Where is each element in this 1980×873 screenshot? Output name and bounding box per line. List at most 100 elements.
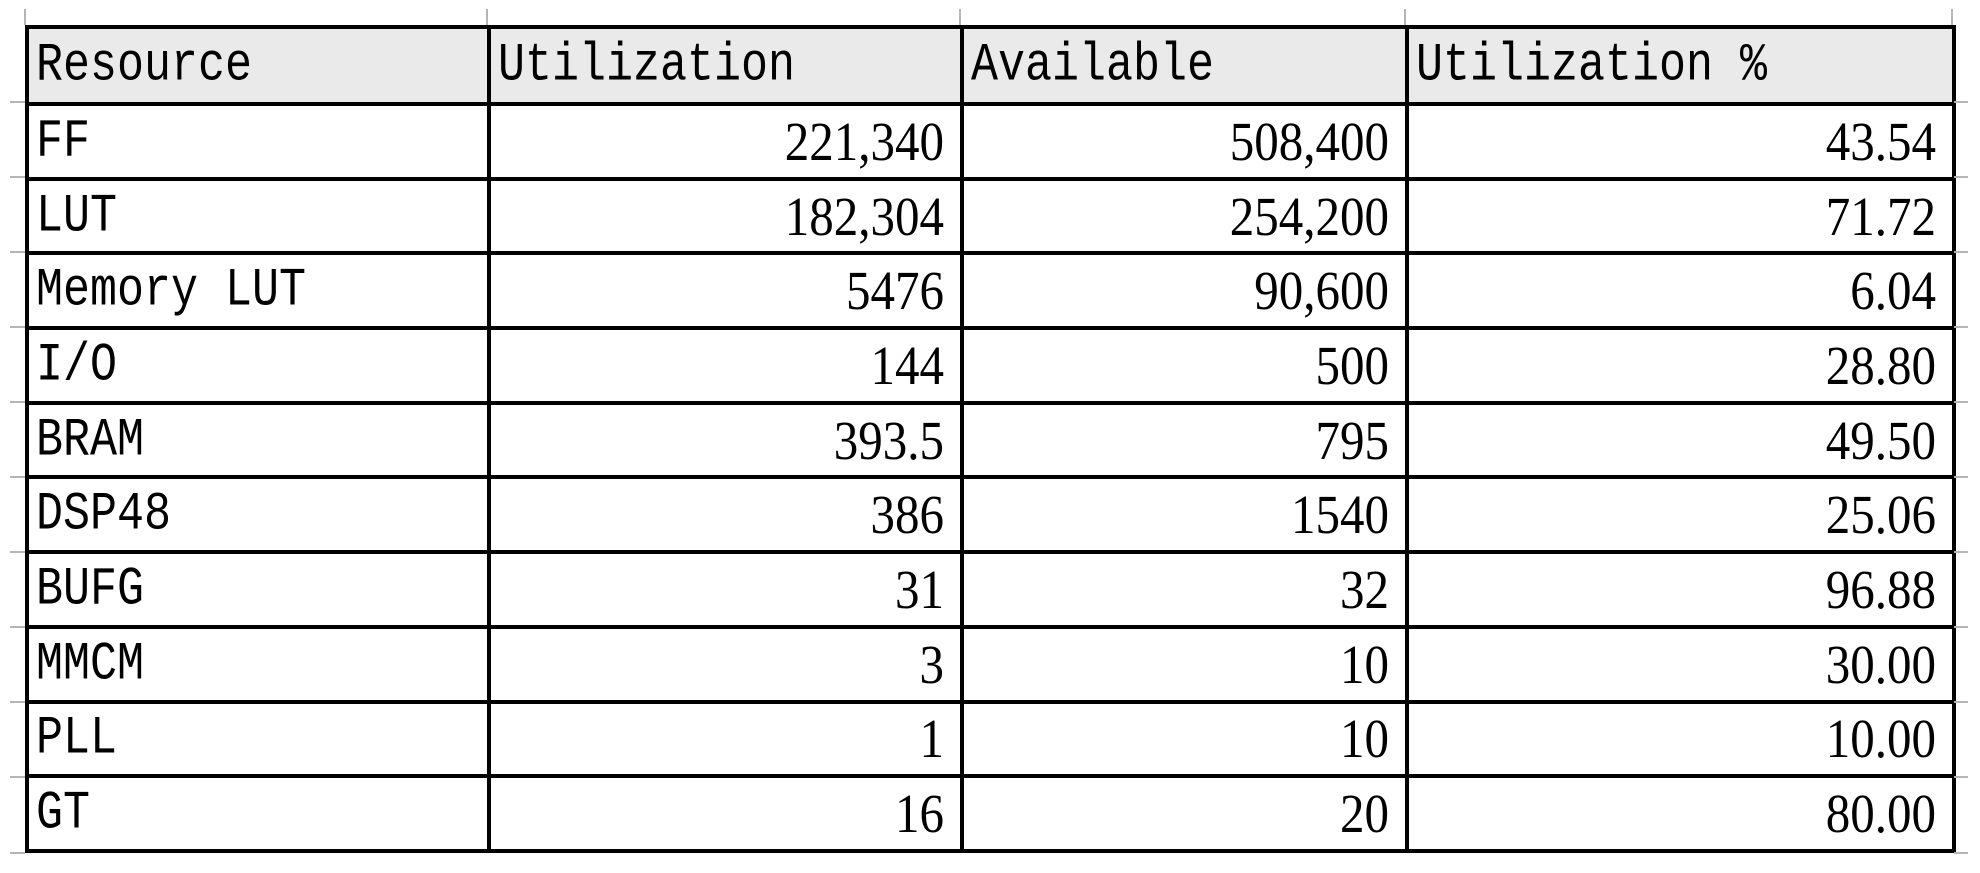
cell-utilization-pct: 30.00	[1405, 624, 1956, 704]
cell-utilization: 1	[487, 699, 964, 779]
cell-text: 30.00	[1825, 633, 1936, 695]
gridline-stub	[1404, 9, 1406, 25]
cell-resource: MMCM	[25, 624, 491, 704]
cell-available: 795	[960, 400, 1409, 480]
column-header-label: Resource	[36, 34, 253, 97]
gridline-stub	[1954, 176, 1968, 178]
cell-text: 28.80	[1825, 334, 1936, 397]
gridline-stub	[486, 9, 488, 25]
cell-text: 508,400	[1229, 110, 1389, 173]
resource-utilization-table: Resource Utilization Available Utilizati…	[25, 25, 1956, 853]
cell-text: 10.00	[1825, 708, 1936, 770]
cell-utilization: 386	[487, 475, 964, 555]
cell-text: I/O	[36, 334, 118, 397]
cell-resource: BRAM	[25, 400, 491, 480]
cell-text: LUT	[36, 185, 118, 247]
gridline-stub	[1954, 776, 1968, 778]
cell-text: 16	[895, 782, 944, 845]
gridline-stub	[10, 701, 25, 703]
cell-text: 10	[1340, 708, 1389, 770]
gridline-stub	[10, 251, 25, 253]
cell-utilization-pct: 71.72	[1405, 176, 1956, 256]
cell-text: 500	[1315, 334, 1390, 397]
cell-available: 1540	[960, 475, 1409, 555]
cell-utilization: 16	[487, 774, 964, 853]
cell-resource: Memory LUT	[25, 251, 491, 331]
cell-resource: PLL	[25, 699, 491, 779]
cell-text: 90,600	[1254, 259, 1389, 322]
cell-available: 10	[960, 624, 1409, 704]
cell-text: 1540	[1291, 483, 1389, 546]
table-row: PLL 1 10 10.00	[25, 699, 1956, 779]
cell-text: 10	[1340, 633, 1389, 695]
column-header-resource: Resource	[25, 25, 491, 106]
cell-text: 3	[919, 633, 945, 695]
cell-available: 20	[960, 774, 1409, 853]
column-header-label: Available	[971, 34, 1215, 97]
gridline-stub	[10, 551, 25, 553]
cell-utilization-pct: 25.06	[1405, 475, 1956, 555]
cell-text: BRAM	[36, 409, 145, 471]
column-header-label: Utilization	[498, 34, 796, 97]
table-row: I/O 144 500 28.80	[25, 326, 1956, 405]
gridline-stub	[1951, 9, 1953, 25]
gridline-stub	[1954, 101, 1968, 103]
table-row: BUFG 31 32 96.88	[25, 550, 1956, 629]
gridline-stub	[1954, 401, 1968, 403]
cell-utilization: 182,304	[487, 176, 964, 256]
cell-available: 500	[960, 326, 1409, 405]
cell-text: 80.00	[1825, 782, 1936, 845]
cell-text: BUFG	[36, 558, 145, 621]
cell-text: 1	[919, 708, 945, 770]
table-row: MMCM 3 10 30.00	[25, 624, 1956, 704]
cell-text: PLL	[36, 708, 118, 770]
table-row: BRAM 393.5 795 49.50	[25, 400, 1956, 480]
cell-available: 508,400	[960, 102, 1409, 181]
cell-resource: LUT	[25, 176, 491, 256]
cell-utilization-pct: 28.80	[1405, 326, 1956, 405]
cell-text: GT	[36, 782, 91, 845]
cell-text: 6.04	[1850, 259, 1936, 322]
cell-utilization-pct: 49.50	[1405, 400, 1956, 480]
cell-resource: GT	[25, 774, 491, 853]
cell-text: DSP48	[36, 484, 172, 546]
gridline-stub	[10, 476, 25, 478]
cell-available: 10	[960, 699, 1409, 779]
table-row: FF 221,340 508,400 43.54	[25, 102, 1956, 181]
cell-utilization: 5476	[487, 251, 964, 331]
header-row: Resource Utilization Available Utilizati…	[25, 25, 1956, 106]
cell-utilization: 31	[487, 550, 964, 629]
cell-utilization-pct: 43.54	[1405, 102, 1956, 181]
gridline-stub	[959, 9, 961, 25]
cell-available: 32	[960, 550, 1409, 629]
cell-text: 5476	[846, 259, 944, 322]
table-row: LUT 182,304 254,200 71.72	[25, 176, 1956, 256]
cell-text: 795	[1315, 409, 1390, 471]
cell-text: 386	[870, 483, 945, 546]
cell-text: 182,304	[784, 185, 944, 247]
cell-resource: I/O	[25, 326, 491, 405]
cell-text: 43.54	[1825, 110, 1936, 173]
cell-text: MMCM	[36, 633, 145, 695]
gridline-stub	[1954, 251, 1968, 253]
cell-available: 254,200	[960, 176, 1409, 256]
gridline-stub	[10, 852, 25, 854]
cell-text: 254,200	[1229, 185, 1389, 247]
cell-text: FF	[36, 110, 91, 172]
cell-resource: FF	[25, 102, 491, 181]
table-row: Memory LUT 5476 90,600 6.04	[25, 251, 1956, 331]
cell-utilization: 221,340	[487, 102, 964, 181]
cell-text: 144	[870, 334, 945, 397]
cell-resource: DSP48	[25, 475, 491, 555]
cell-utilization-pct: 80.00	[1405, 774, 1956, 853]
cell-text: 393.5	[833, 409, 944, 471]
gridline-stub	[1954, 852, 1968, 854]
column-header-available: Available	[960, 25, 1409, 106]
cell-utilization: 3	[487, 624, 964, 704]
column-header-utilization-pct: Utilization %	[1405, 25, 1956, 106]
gridline-stub	[1954, 551, 1968, 553]
cell-text: 71.72	[1825, 185, 1936, 247]
table-row: DSP48 386 1540 25.06	[25, 475, 1956, 555]
gridline-stub	[10, 176, 25, 178]
cell-text: 31	[895, 558, 944, 621]
